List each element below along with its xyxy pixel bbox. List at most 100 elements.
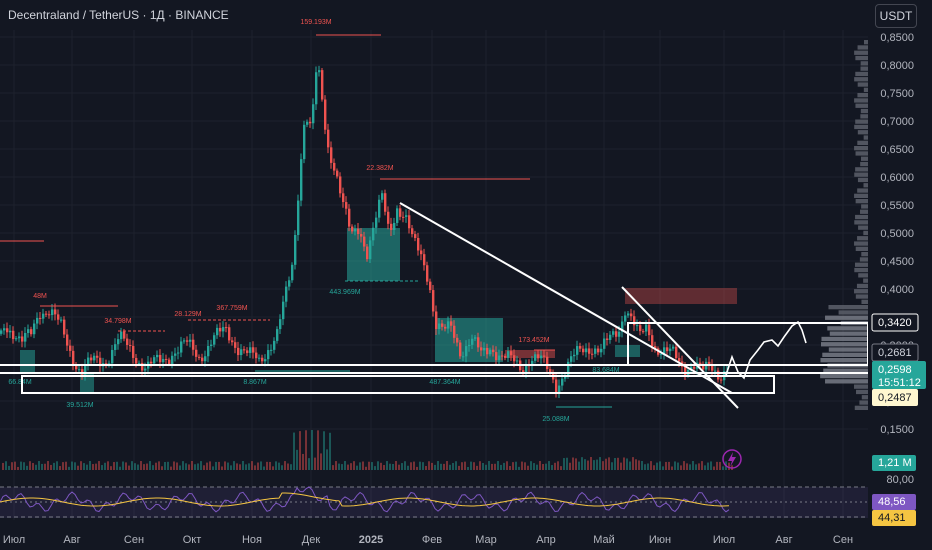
volume-label: 83.684M bbox=[592, 367, 619, 374]
currency-button[interactable]: USDT bbox=[875, 4, 917, 28]
time-axis[interactable]: Июл Авг Сен Окт Ноя Дек 2025 Фев Мар Апр Май Июн Июл… bbox=[3, 534, 853, 546]
candle-body bbox=[351, 226, 354, 232]
volume-bar bbox=[536, 464, 538, 470]
candle-body bbox=[60, 319, 63, 321]
candle-body bbox=[549, 369, 552, 374]
price-tick-label: 0,5500 bbox=[880, 200, 914, 212]
candle-body bbox=[255, 352, 258, 359]
volume-bar bbox=[458, 465, 460, 470]
candle-body bbox=[675, 346, 678, 359]
candle-body bbox=[558, 385, 561, 393]
volume-bar bbox=[230, 465, 232, 470]
volume-bar bbox=[62, 462, 64, 470]
volume-bar bbox=[602, 461, 604, 470]
rsi-value-badge: 48,56 bbox=[878, 496, 906, 508]
volume-bar bbox=[395, 461, 397, 470]
volume-bar bbox=[449, 464, 451, 470]
rsi-ma-line bbox=[0, 492, 730, 507]
volume-bar bbox=[509, 466, 511, 470]
candle-body bbox=[213, 335, 216, 345]
projection-path bbox=[725, 320, 807, 380]
candle-body bbox=[591, 353, 594, 355]
volume-bar bbox=[677, 462, 679, 470]
candle-body bbox=[714, 370, 717, 372]
supply-zone bbox=[505, 350, 555, 358]
candle-body bbox=[390, 223, 393, 230]
volume-profile-bar bbox=[854, 50, 870, 55]
volume-profile-bar bbox=[857, 177, 870, 183]
candle-body bbox=[105, 363, 108, 365]
candle-body bbox=[294, 234, 297, 265]
candles bbox=[0, 65, 729, 399]
volume-bar bbox=[77, 465, 79, 470]
volume-bar bbox=[710, 461, 712, 470]
candle-body bbox=[621, 321, 624, 332]
candle-body bbox=[603, 338, 606, 349]
candle-body bbox=[114, 344, 117, 350]
volume-profile-bar bbox=[854, 384, 870, 389]
candle-body bbox=[30, 329, 33, 335]
volume-bar bbox=[98, 461, 100, 470]
volume-bar bbox=[686, 463, 688, 470]
volume-bar bbox=[614, 457, 616, 470]
volume-bar bbox=[131, 461, 133, 470]
volume-bar bbox=[707, 462, 709, 470]
volume-profile-bar bbox=[857, 93, 870, 98]
volume-profile-bar bbox=[857, 82, 870, 87]
candle-body bbox=[699, 362, 702, 365]
candle-body bbox=[480, 347, 483, 351]
time-tick-label: Мар bbox=[475, 534, 497, 546]
candle-body bbox=[720, 379, 723, 381]
candle-body bbox=[690, 366, 693, 370]
volume-bar bbox=[434, 464, 436, 470]
volume-bar bbox=[359, 462, 361, 470]
candle-body bbox=[459, 342, 462, 357]
volume-profile-bar bbox=[828, 305, 870, 310]
candle-body bbox=[93, 355, 96, 361]
volume-bar bbox=[218, 461, 220, 470]
volume-bar bbox=[260, 461, 262, 470]
support-price-badge-bg bbox=[872, 389, 918, 406]
candle-body bbox=[51, 309, 54, 316]
volume-bar bbox=[650, 461, 652, 470]
candle-body bbox=[630, 313, 633, 317]
volume-bar bbox=[557, 461, 559, 470]
candle-body bbox=[66, 334, 69, 346]
candle-body bbox=[411, 228, 414, 235]
volume-profile-bar bbox=[855, 214, 870, 220]
volume-bar bbox=[578, 461, 580, 470]
price-axis[interactable]: 0,8500 0,8000 0,7500 0,7000 0,6500 0,6000 0,55… bbox=[868, 30, 932, 550]
volume-bar bbox=[32, 463, 34, 470]
volume-profile-bar bbox=[855, 55, 870, 61]
candle-body bbox=[144, 368, 147, 371]
volume-bar bbox=[632, 457, 634, 470]
volume-bar bbox=[143, 464, 145, 470]
volume-bar bbox=[704, 465, 706, 470]
candle-body bbox=[120, 331, 123, 340]
candle-body bbox=[378, 199, 381, 218]
candle-body bbox=[150, 361, 153, 364]
candle-body bbox=[555, 379, 558, 393]
price-tick-label: 0,1500 bbox=[880, 424, 914, 436]
volume-bar bbox=[713, 466, 715, 470]
volume-bar bbox=[569, 462, 571, 470]
candle-body bbox=[117, 339, 120, 345]
volume-bar bbox=[683, 461, 685, 470]
candle-body bbox=[369, 240, 372, 260]
volume-bar bbox=[128, 465, 130, 470]
volume-bar bbox=[551, 465, 553, 470]
volume-label: 159.193M bbox=[300, 19, 331, 26]
volume-bar bbox=[308, 458, 310, 470]
candle-body bbox=[483, 348, 486, 351]
volume-bar bbox=[332, 465, 334, 470]
candle-body bbox=[711, 365, 714, 371]
rsi-pane bbox=[0, 486, 868, 518]
price-tick-label: 0,4500 bbox=[880, 256, 914, 268]
volume-profile-bar bbox=[854, 241, 870, 246]
volume-bar bbox=[674, 461, 676, 470]
candle-body bbox=[204, 356, 207, 362]
rsi-ma-value-badge: 44,31 bbox=[878, 512, 906, 524]
volume-profile-bar bbox=[825, 315, 870, 320]
volume-bar bbox=[416, 466, 418, 470]
